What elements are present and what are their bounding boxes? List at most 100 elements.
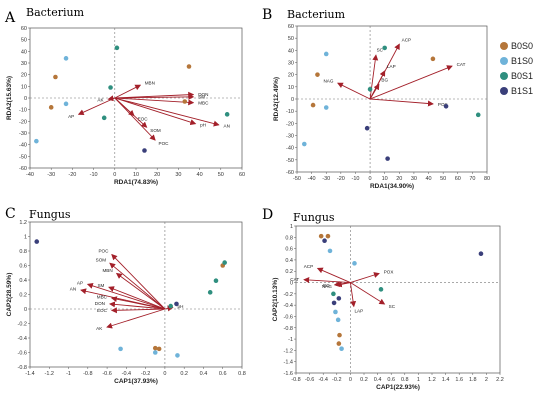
arrow-pox: [370, 98, 434, 107]
arrow-mbc: [114, 97, 195, 106]
arrow-label: pH: [178, 304, 184, 309]
x-tick-label: -20: [68, 172, 76, 178]
sample-point: [108, 85, 113, 90]
sample-point: [327, 248, 333, 254]
arrow-label: AN: [224, 124, 230, 129]
panel-a: -40 -30 -20 -10 0 10 20 30 40 50 60 -60 -50 -40 -30 -20…: [4, 6, 245, 186]
arrow-label: AK: [97, 98, 104, 103]
y-tick-label: -30: [286, 134, 294, 140]
arrow-label: SM: [97, 283, 104, 288]
arrow-label: POX: [438, 102, 448, 107]
x-tick-label: -0.8: [291, 377, 300, 383]
y-tick-label: -0.8: [18, 365, 27, 371]
y-tick-label: -60: [286, 170, 294, 176]
sample-point: [34, 138, 39, 144]
arrow-label: EOC: [138, 116, 149, 121]
x-tick-label: 80: [484, 176, 490, 182]
y-tick-label: 0.4: [285, 258, 293, 264]
arrow-label: AK: [96, 326, 103, 331]
x-tick-label: 2.2: [496, 377, 504, 383]
arrow-label: ACP: [304, 264, 313, 269]
arrow-ak: [106, 308, 166, 329]
panel-b: -50 -40 -30 -20 -10 0 10 20 30 40 50 60 70 80-60-50-4…: [262, 7, 490, 190]
sample-point: [331, 291, 336, 297]
sample-point: [114, 45, 120, 51]
sample-point: [318, 233, 324, 239]
legend-swatch: [500, 57, 508, 65]
panel-letter: A: [4, 10, 16, 26]
sample-point: [335, 317, 341, 323]
arrow-ap: [86, 283, 166, 310]
arrow-bg: [333, 281, 351, 288]
x-tick-label: -10: [90, 172, 98, 178]
panel-letter: B: [262, 7, 272, 23]
sample-point: [352, 261, 357, 266]
x-tick-label: -50: [293, 176, 301, 182]
panel-title: Fungus: [293, 211, 335, 224]
arrow-mbc: [110, 296, 165, 310]
sample-point: [222, 260, 227, 265]
arrow-label: AN: [70, 287, 76, 292]
arrow-sm: [114, 93, 195, 100]
arrow-label: pH: [200, 123, 206, 128]
x-tick-label: 1.4: [442, 377, 450, 383]
legend-label: B1S0: [511, 56, 533, 66]
y-tick-label: -50: [286, 158, 294, 164]
x-tick-label: -0.6: [102, 371, 111, 377]
y-tick-label: 10: [21, 84, 27, 90]
x-tick-label: 1.2: [428, 377, 436, 383]
y-tick-label: 0.2: [285, 269, 293, 275]
arrow-label: SOM: [96, 258, 107, 263]
y-tick-label: 10: [288, 85, 294, 91]
sample-point: [152, 350, 158, 355]
y-tick-label: 0.8: [19, 249, 27, 255]
arrow-cat: [303, 277, 351, 284]
arrow-mbn: [114, 84, 142, 99]
y-tick-label: -60: [19, 166, 27, 172]
y-tick-label: 50: [21, 38, 27, 44]
panel-letter: C: [5, 206, 16, 222]
y-tick-label: 30: [21, 61, 27, 67]
x-tick-label: -40: [26, 172, 34, 178]
sample-point: [34, 239, 40, 244]
x-tick-label: 10: [382, 176, 388, 182]
arrow-label: MBN: [145, 80, 155, 85]
x-tick-label: -0.2: [141, 371, 150, 377]
sample-point: [168, 303, 173, 309]
arrow-label: DON: [95, 301, 105, 306]
y-tick-label: -0.4: [18, 336, 27, 342]
arrow-label: POC: [159, 141, 170, 146]
sample-point: [207, 290, 213, 295]
y-tick-label: 60: [21, 26, 27, 32]
sample-point: [378, 287, 384, 292]
y-tick-label: 40: [21, 49, 27, 55]
x-tick-label: -0.2: [332, 377, 341, 383]
arrow-som: [109, 262, 166, 310]
sample-point: [475, 112, 481, 118]
y-tick-label: -10: [19, 108, 27, 114]
arrow-label: BG: [323, 283, 330, 288]
y-tick-label: 0.6: [285, 247, 293, 253]
arrow-an: [114, 97, 220, 127]
sample-point: [63, 101, 69, 107]
sample-point: [186, 64, 192, 69]
sample-point: [322, 238, 327, 243]
arrow-label: MBC: [97, 295, 108, 300]
sample-point: [156, 346, 162, 352]
arrow-label: CAT: [457, 62, 466, 67]
y-tick-label: 50: [288, 36, 294, 42]
y-tick-label: -0.6: [18, 351, 27, 357]
sample-point: [142, 148, 147, 153]
arrow-label: DON: [198, 92, 208, 97]
plot-frame: [295, 225, 501, 374]
sample-point: [302, 141, 307, 147]
y-tick-label: -1.2: [284, 348, 293, 354]
sample-point: [336, 341, 342, 346]
arrow-label: CAT: [290, 277, 299, 282]
x-tick-label: -20: [337, 176, 345, 182]
y-axis-label: RDA2(15.63%): [6, 76, 13, 120]
legend-label: B0S1: [511, 71, 533, 81]
x-tick-label: 2: [485, 377, 488, 383]
y-tick-label: -1.4: [284, 360, 293, 366]
